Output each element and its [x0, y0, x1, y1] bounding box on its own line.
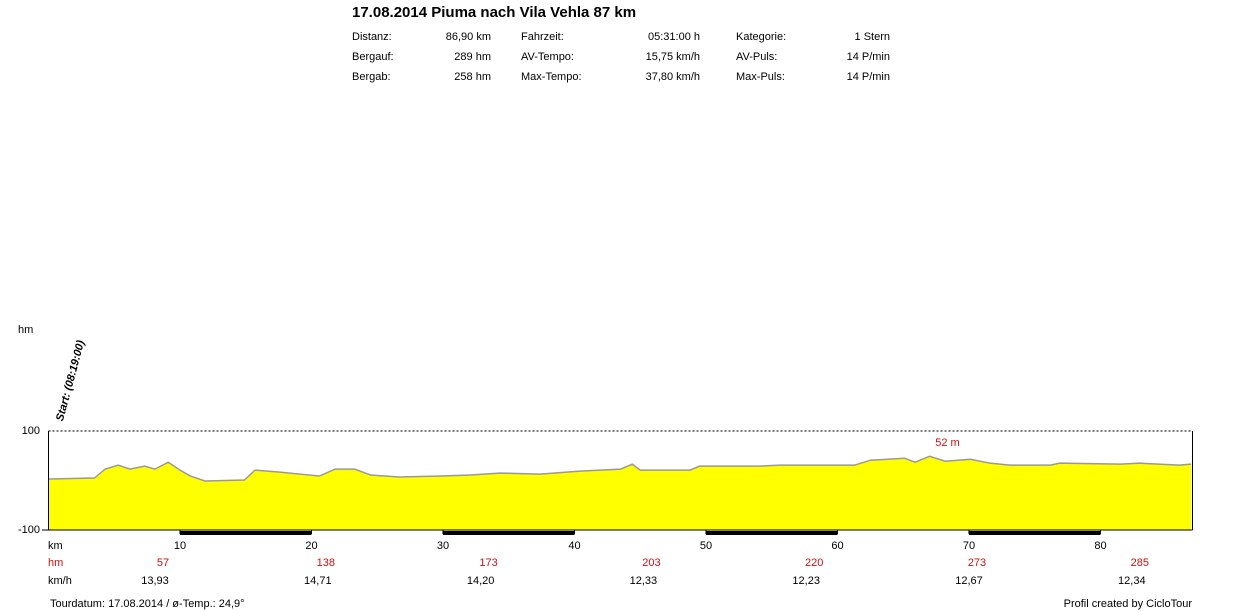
segment-speed: 12,34 [1118, 575, 1146, 587]
stat-value: 05:31:00 h [648, 31, 700, 43]
x-tick-label: 60 [831, 540, 843, 552]
stat-label: Fahrzeit: [521, 31, 564, 43]
segment-speed: 14,20 [467, 575, 495, 587]
axis-bar [968, 531, 1101, 535]
stat-label: AV-Tempo: [521, 51, 574, 63]
x-tick-label: 10 [174, 540, 186, 552]
segment-hm: 285 [1131, 557, 1149, 569]
segment-speed: 12,33 [630, 575, 658, 587]
segment-hm: 173 [479, 557, 497, 569]
segment-speed: 13,93 [141, 575, 169, 587]
stat-value: 15,75 km/h [646, 51, 700, 63]
segment-hm: 138 [317, 557, 335, 569]
elevation-line [48, 455, 1192, 482]
peak-label: 52 m [935, 437, 959, 449]
stat-value: 258 hm [454, 71, 491, 83]
x-tick-label: 80 [1094, 540, 1106, 552]
y-axis-label: hm [18, 324, 33, 336]
x-tick-label: 50 [700, 540, 712, 552]
y-tick-label: 100 [22, 425, 40, 437]
x-tick-label: 70 [963, 540, 975, 552]
stat-label: Max-Tempo: [521, 71, 582, 83]
hm-row-label: hm [48, 557, 63, 569]
stat-label: Max-Puls: [736, 71, 785, 83]
x-tick-label: 20 [305, 540, 317, 552]
stat-value: 14 P/min [847, 71, 890, 83]
start-label: Start: (08:19:00) [54, 339, 87, 423]
segment-hm: 57 [157, 557, 169, 569]
footer-left: Tourdatum: 17.08.2014 / ø-Temp.: 24,9° [50, 598, 245, 610]
y-tick-label: -100 [18, 524, 40, 536]
stat-label: AV-Puls: [736, 51, 777, 63]
elevation-area [48, 456, 1192, 530]
segment-speed: 14,71 [304, 575, 332, 587]
axis-bar [179, 531, 312, 535]
stat-value: 1 Stern [855, 31, 890, 43]
segment-speed: 12,23 [792, 575, 820, 587]
segment-speed: 12,67 [955, 575, 983, 587]
segment-hm: 220 [805, 557, 823, 569]
stat-value: 289 hm [454, 51, 491, 63]
x-tick-label: 40 [568, 540, 580, 552]
stat-value: 14 P/min [847, 51, 890, 63]
axis-bar [705, 531, 838, 535]
axis-bar [442, 531, 575, 535]
footer-right: Profil created by CicloTour [1064, 598, 1193, 610]
stat-label: Bergab: [352, 71, 391, 83]
stat-label: Distanz: [352, 31, 392, 43]
stat-label: Bergauf: [352, 51, 394, 63]
stat-label: Kategorie: [736, 31, 786, 43]
x-tick-label: 30 [437, 540, 449, 552]
segment-hm: 273 [968, 557, 986, 569]
title: 17.08.2014 Piuma nach Vila Vehla 87 km [352, 4, 636, 21]
speed-row-label: km/h [48, 575, 72, 587]
stat-value: 37,80 km/h [646, 71, 700, 83]
stat-value: 86,90 km [446, 31, 491, 43]
segment-hm: 203 [642, 557, 660, 569]
x-axis-label: km [48, 540, 63, 552]
